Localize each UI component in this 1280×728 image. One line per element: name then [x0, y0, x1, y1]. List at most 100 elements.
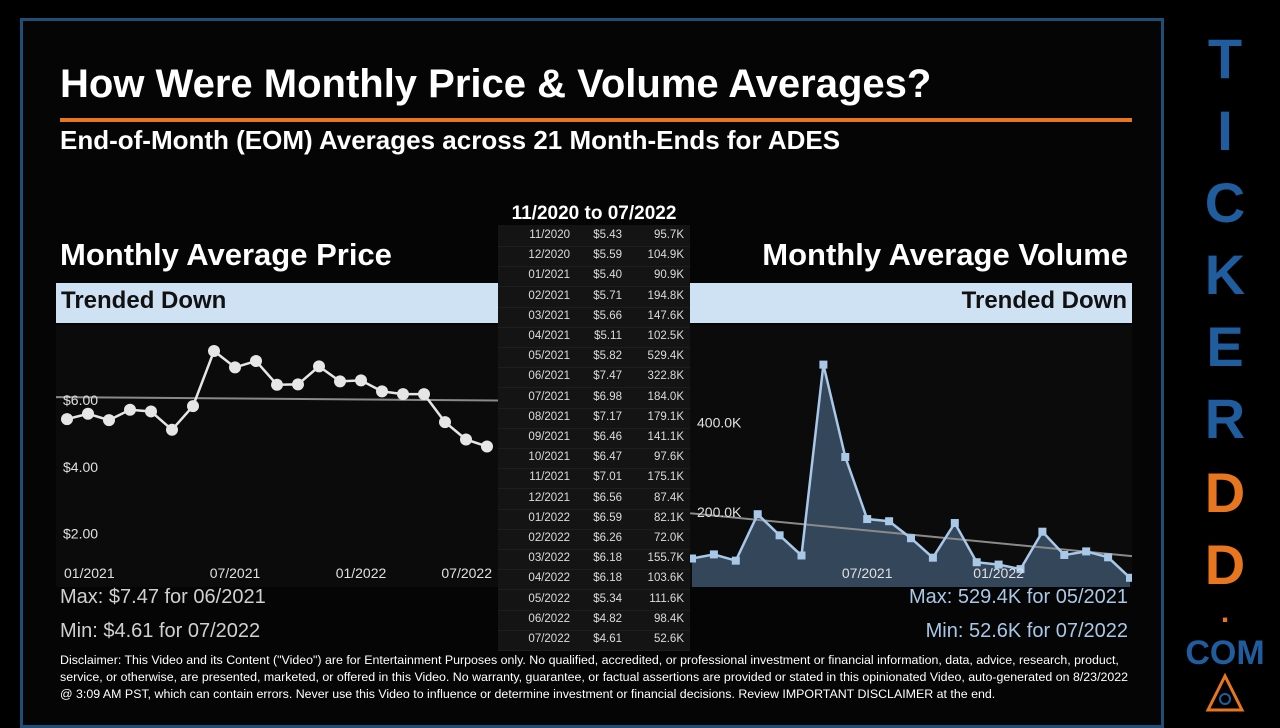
row-line: [498, 407, 690, 409]
marker: [907, 534, 915, 543]
marker: [994, 560, 1003, 569]
row-line: [498, 488, 690, 490]
min-note: Min: $4.61 for 07/2022: [60, 620, 261, 642]
table-cell: 98.4K: [653, 612, 684, 625]
table-cell: 08/2021: [528, 410, 570, 423]
table-cell: $7.17: [593, 410, 622, 423]
marker: [271, 378, 283, 391]
marker: [229, 361, 241, 374]
slide-subtitle: End-of-Month (EOM) Averages across 21 Mo…: [60, 125, 841, 155]
table-cell: 529.4K: [647, 350, 684, 363]
table-cell: 111.6K: [649, 592, 684, 605]
table-cell: $5.71: [593, 289, 622, 302]
marker: [753, 510, 762, 519]
table-cell: 07/2021: [528, 390, 570, 403]
x-tick-label: 01/2021: [64, 565, 115, 581]
table-cell: $7.01: [593, 471, 622, 484]
table-cell: 04/2021: [528, 330, 570, 342]
volume-chart: 200.0K 400.0K 07/2021 01/2022: [690, 325, 1132, 587]
table-cell: 11/2020: [529, 229, 570, 241]
min-note: Min: 52.6K for 07/2022: [925, 620, 1128, 642]
row-line: [498, 650, 690, 651]
table-cell: 82.1K: [653, 511, 684, 524]
price-chart: $2.00 $4.00 $6.00 01/2021 07/2021 01/2022 07/2…: [56, 325, 498, 587]
marker: [1126, 573, 1132, 582]
table-cell: $5.59: [593, 249, 622, 262]
logo-icon: [1219, 693, 1231, 705]
table-cell: $4.82: [593, 612, 622, 625]
y-tick-label: $6.00: [63, 392, 98, 408]
row-line: [498, 508, 690, 510]
table-cell: $7.47: [593, 370, 622, 383]
marker: [208, 345, 220, 358]
marker: [250, 355, 262, 368]
table-cell: 01/2022: [528, 511, 570, 524]
table-cell: 141.1K: [647, 431, 684, 443]
marker: [145, 405, 157, 418]
marker: [819, 360, 828, 369]
table-cell: $5.34: [593, 592, 622, 605]
marker: [376, 385, 388, 398]
marker: [885, 517, 894, 526]
table-cell: 52.6K: [653, 633, 684, 645]
row-line: [498, 246, 690, 247]
table-cell: 12/2021: [528, 491, 570, 504]
brand-letter: C: [1205, 171, 1245, 234]
table-cell: $6.47: [593, 451, 622, 464]
table-cell: 05/2021: [528, 350, 570, 363]
data-table: 11/2020 $5.43 95.7K 12/2020 $5.59 104.9K 01/20…: [498, 225, 690, 651]
marker: [439, 416, 451, 429]
table-cell: 11/2021: [529, 471, 570, 484]
table-cell: $6.46: [593, 431, 622, 443]
brand-letter: I: [1217, 99, 1233, 162]
brand-letter: E: [1206, 315, 1243, 378]
table-cell: $6.26: [593, 532, 622, 544]
row-line: [498, 609, 690, 611]
logo-icon: [1205, 672, 1245, 712]
row-line: [498, 569, 690, 571]
marker: [397, 388, 409, 401]
marker: [1082, 547, 1091, 556]
brand-letter: D: [1205, 533, 1245, 596]
brand-letter: D: [1205, 461, 1245, 524]
x-tick-label: 07/2021: [210, 565, 261, 581]
table-cell: 179.1K: [647, 410, 684, 423]
table-title: 11/2020 to 07/2022: [511, 203, 677, 224]
row-line: [498, 629, 690, 631]
table-cell: 01/2021: [528, 269, 570, 282]
marker: [1060, 550, 1069, 559]
trend-banner: Trended Down: [690, 283, 1132, 323]
max-note: Max: $7.47 for 06/2021: [60, 586, 266, 608]
table-cell: 72.0K: [653, 532, 684, 544]
marker: [1104, 553, 1113, 562]
marker: [841, 452, 850, 461]
table-cell: 104.9K: [647, 249, 684, 262]
table-cell: 06/2021: [528, 370, 570, 383]
brand-letter: .: [1221, 596, 1229, 629]
marker: [166, 423, 178, 436]
row-line: [498, 266, 690, 268]
marker: [61, 413, 73, 426]
y-tick-label: $2.00: [63, 526, 98, 542]
table-cell: $5.82: [593, 350, 622, 363]
table-cell: 322.8K: [647, 370, 684, 383]
table-cell: 03/2021: [528, 309, 570, 322]
table-cell: 02/2022: [528, 532, 570, 544]
marker: [1038, 527, 1047, 536]
table-cell: 06/2022: [528, 612, 570, 625]
trend-banner: Trended Down: [56, 283, 498, 323]
brand-letter: R: [1205, 387, 1245, 450]
x-tick-label: 07/2022: [441, 565, 492, 581]
marker: [292, 378, 304, 391]
row-line: [498, 387, 690, 389]
row-line: [498, 448, 690, 449]
marker: [1016, 565, 1025, 574]
row-line: [498, 306, 690, 308]
row-line: [498, 427, 690, 429]
max-note: Max: 529.4K for 05/2021: [908, 586, 1128, 608]
row-line: [498, 528, 690, 530]
table-cell: $6.98: [593, 390, 622, 403]
table-cell: $6.59: [593, 511, 622, 524]
table-cell: 194.8K: [647, 289, 684, 302]
x-tick-label: 01/2022: [973, 565, 1024, 581]
